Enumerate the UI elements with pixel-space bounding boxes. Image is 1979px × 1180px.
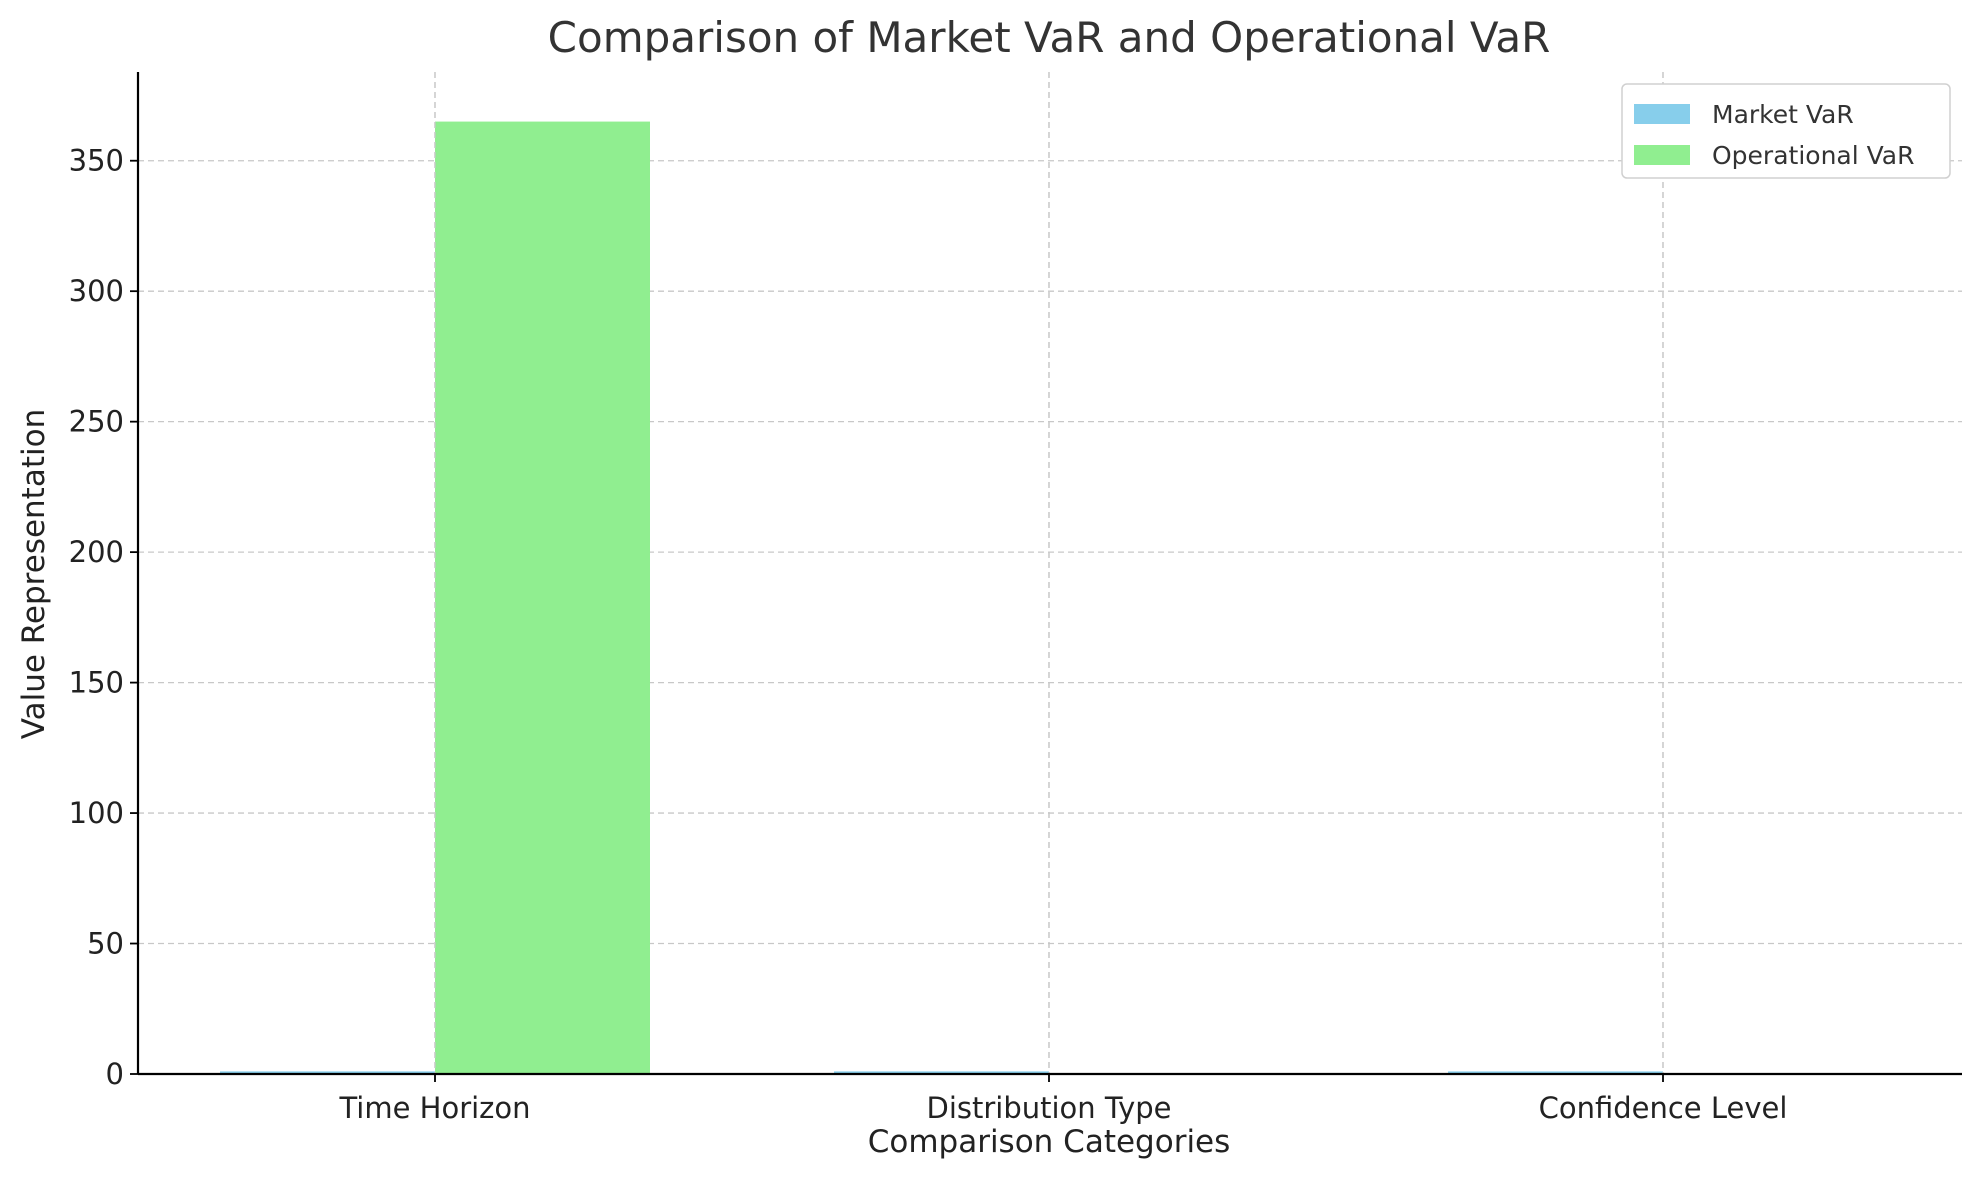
x-axis-label: Comparison Categories: [868, 1124, 1231, 1160]
legend-label: Operational VaR: [1712, 141, 1914, 170]
y-tick-label: 250: [69, 405, 124, 439]
legend: Market VaR Operational VaR: [1621, 83, 1951, 179]
y-tick-label: 100: [69, 796, 124, 830]
y-tick-label: 0: [106, 1057, 124, 1091]
chart-title: Comparison of Market VaR and Operational…: [548, 13, 1551, 62]
y-tick-label: 50: [87, 927, 124, 961]
bar-market-var-time-horizon: [220, 1071, 435, 1074]
y-axis-label: Value Representation: [16, 409, 52, 739]
bar-operational-var-time-horizon: [435, 121, 650, 1074]
x-tick-label: Distribution Type: [926, 1091, 1171, 1125]
axes: [136, 72, 1962, 1076]
y-tick-label: 150: [69, 666, 124, 700]
bars: [220, 72, 1664, 1074]
x-tick-label: Confidence Level: [1539, 1091, 1788, 1125]
legend-swatch: [1634, 145, 1690, 165]
y-tick-label: 200: [69, 535, 124, 569]
bar-market-var-distribution-type: [834, 1071, 1049, 1074]
y-tick-label: 300: [69, 274, 124, 308]
legend-swatch: [1634, 104, 1690, 124]
tick-labels: 0 50 100 150 200 250 300 350 Time Horizon Distrib…: [69, 144, 1788, 1125]
bar-market-var-confidence-level: [1448, 1071, 1663, 1074]
legend-label: Market VaR: [1712, 100, 1854, 129]
legend-box: [1621, 83, 1951, 179]
grid: [138, 72, 1962, 1075]
y-tick-label: 350: [69, 144, 124, 178]
x-tick-label: Time Horizon: [338, 1091, 530, 1125]
